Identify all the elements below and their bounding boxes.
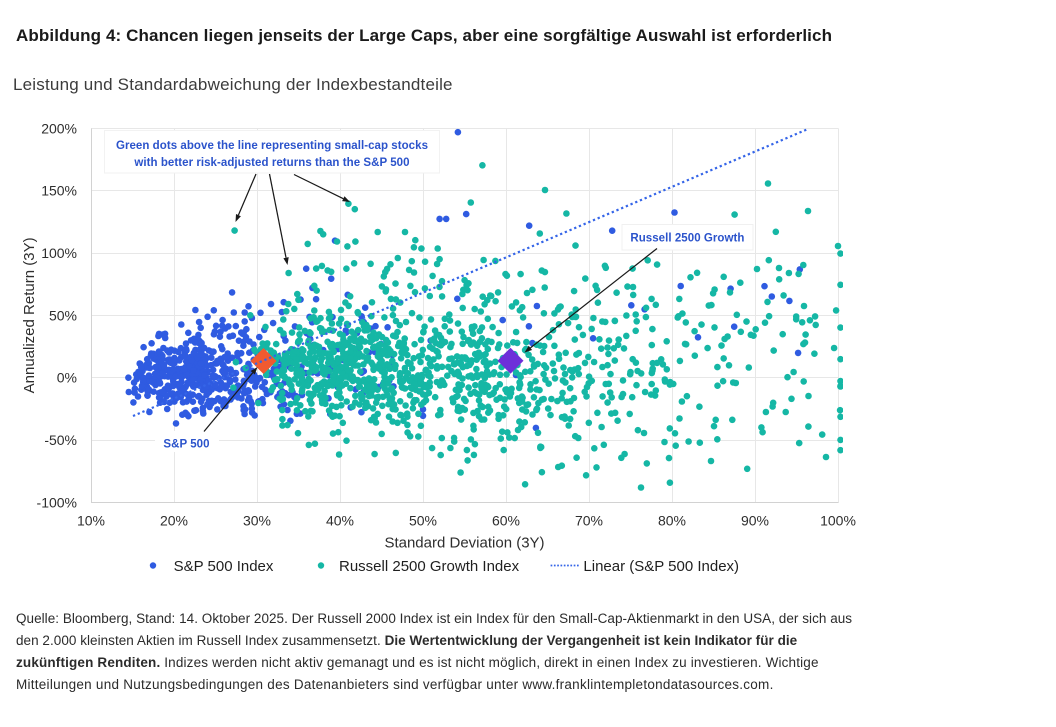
svg-text:20%: 20% xyxy=(160,513,188,529)
svg-text:50%: 50% xyxy=(49,307,77,323)
svg-text:100%: 100% xyxy=(41,245,77,261)
svg-text:100%: 100% xyxy=(820,513,856,529)
svg-text:90%: 90% xyxy=(741,513,769,529)
svg-text:50%: 50% xyxy=(409,513,437,529)
svg-text:40%: 40% xyxy=(326,513,354,529)
svg-text:70%: 70% xyxy=(575,513,603,529)
svg-text:60%: 60% xyxy=(492,513,520,529)
svg-text:30%: 30% xyxy=(243,513,271,529)
svg-text:Russell 2500 Growth: Russell 2500 Growth xyxy=(630,232,744,244)
svg-text:-50%: -50% xyxy=(44,432,77,448)
svg-text:with better risk-adjusted retu: with better risk-adjusted returns than t… xyxy=(133,157,409,169)
svg-text:150%: 150% xyxy=(41,183,77,199)
svg-text:0%: 0% xyxy=(57,370,77,386)
svg-text:Green dots above the line repr: Green dots above the line representing s… xyxy=(116,140,428,152)
svg-text:Linear (S&P 500 Index): Linear (S&P 500 Index) xyxy=(583,558,739,575)
svg-text:200%: 200% xyxy=(41,120,77,136)
svg-text:80%: 80% xyxy=(658,513,686,529)
svg-text:10%: 10% xyxy=(77,513,105,529)
svg-text:Standard Deviation (3Y): Standard Deviation (3Y) xyxy=(384,535,544,552)
svg-text:Annualized Return (3Y): Annualized Return (3Y) xyxy=(21,237,38,393)
svg-text:S&P 500 Index: S&P 500 Index xyxy=(174,558,274,575)
svg-text:-100%: -100% xyxy=(37,494,77,510)
svg-text:S&P 500: S&P 500 xyxy=(163,439,209,451)
svg-text:Russell 2500 Growth Index: Russell 2500 Growth Index xyxy=(339,558,520,575)
